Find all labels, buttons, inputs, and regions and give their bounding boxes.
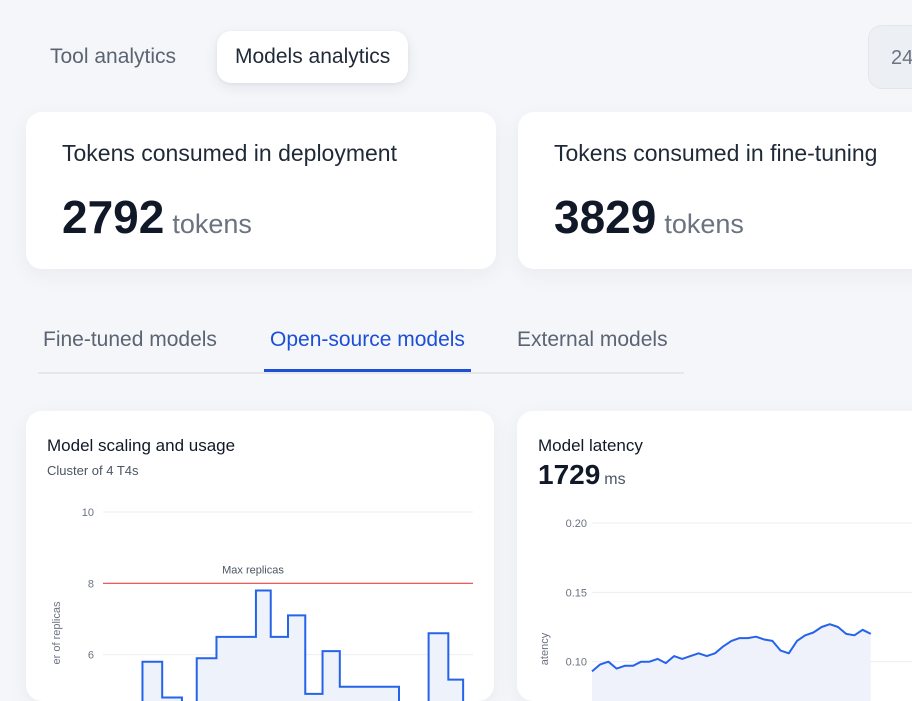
model-tabs: Fine-tuned models Open-source models Ext… [38, 320, 684, 374]
stat-value: 3829 tokens [554, 190, 744, 244]
latency-unit: ms [604, 471, 626, 488]
latency-number: 1729 [538, 459, 601, 490]
y-tick-label: 0.15 [566, 587, 587, 599]
tab-models-analytics[interactable]: Models analytics [217, 31, 409, 83]
y-tick-label: 0.20 [566, 518, 587, 530]
tab-tool-analytics[interactable]: Tool analytics [50, 45, 177, 68]
tab-external-models[interactable]: External models [517, 328, 668, 351]
deployment-tokens-card: Tokens consumed in deployment 2792 tokens [26, 112, 496, 269]
model-scaling-card: Model scaling and usage Cluster of 4 T4s… [26, 411, 494, 701]
stat-value: 2792 tokens [62, 190, 252, 244]
tab-open-source-models[interactable]: Open-source models [264, 320, 471, 372]
date-range-selector[interactable]: 24 [868, 25, 912, 89]
fine-tuning-tokens-card: Tokens consumed in fine-tuning 3829 token… [518, 112, 912, 269]
tab-fine-tuned-models[interactable]: Fine-tuned models [43, 328, 217, 351]
latency-value: 1729 ms [538, 459, 626, 491]
series-area [142, 590, 464, 701]
stat-title: Tokens consumed in fine-tuning [554, 140, 878, 166]
max-replicas-label: Max replicas [222, 564, 284, 576]
stat-unit: tokens [664, 209, 744, 239]
stat-number: 2792 [62, 191, 165, 243]
card-title: Model scaling and usage [47, 436, 236, 455]
y-axis-label: er of replicas [51, 601, 63, 664]
stat-unit: tokens [172, 209, 252, 239]
stat-number: 3829 [554, 191, 657, 243]
model-latency-card: Model latency 1729 ms 0.10 0.15 0.20 atency [517, 411, 912, 701]
y-tick-label: 6 [88, 650, 94, 662]
scaling-chart: 6 8 10 Max replicas er of replicas [51, 507, 473, 701]
y-axis-label: atency [539, 632, 551, 665]
stat-title: Tokens consumed in deployment [62, 140, 397, 166]
y-tick-label: 10 [82, 507, 94, 519]
card-subtitle: Cluster of 4 T4s [47, 463, 139, 478]
card-title: Model latency [538, 436, 643, 455]
y-tick-label: 8 [88, 578, 94, 590]
